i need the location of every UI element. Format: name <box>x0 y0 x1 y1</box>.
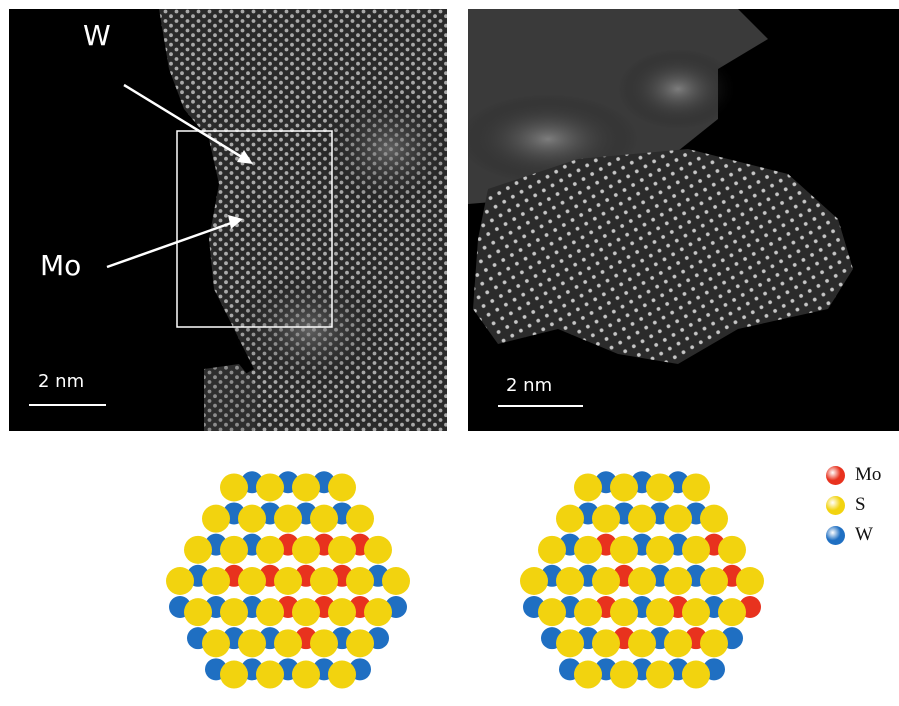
atomic-model-left <box>166 471 410 689</box>
stem-image-right: 2 nm <box>468 9 899 431</box>
s-atom <box>646 660 674 689</box>
scale-bar <box>498 405 583 407</box>
s-atom <box>292 598 320 627</box>
s-atom <box>220 598 248 627</box>
arrow-mo <box>106 220 235 269</box>
s-atom <box>328 598 356 627</box>
s-atom <box>592 567 620 595</box>
s-atom <box>220 473 248 502</box>
s-atom <box>520 567 548 595</box>
s-atom <box>628 629 656 658</box>
s-atom <box>382 567 410 595</box>
s-atom <box>274 504 302 533</box>
s-atom <box>238 504 266 533</box>
w-atom-icon <box>826 525 845 545</box>
s-atom <box>700 504 728 533</box>
annotation-mo: Mo <box>40 249 82 282</box>
inset-box <box>176 130 333 328</box>
legend: Mo S W <box>826 460 881 550</box>
s-atom <box>202 629 230 658</box>
s-atom <box>700 629 728 658</box>
s-atom <box>328 535 356 564</box>
s-atom <box>628 504 656 533</box>
s-atom <box>238 567 266 595</box>
stem-image-left-canvas <box>106 9 447 431</box>
scale-bar-label: 2 nm <box>506 375 553 396</box>
arrow-w <box>123 83 246 161</box>
s-atom <box>346 504 374 533</box>
stem-image-left: W Mo 2 nm <box>9 9 447 431</box>
annotation-w: W <box>83 19 111 52</box>
s-atom <box>574 473 602 502</box>
s-atom <box>682 535 710 564</box>
s-atom <box>328 660 356 689</box>
scale-bar-label: 2 nm <box>38 371 85 392</box>
s-atom <box>274 629 302 658</box>
s-atom <box>166 567 194 595</box>
s-atom <box>328 473 356 502</box>
s-atom <box>682 660 710 689</box>
s-atom <box>202 567 230 595</box>
s-atom <box>646 598 674 627</box>
s-atom <box>364 598 392 627</box>
s-atom <box>538 535 566 564</box>
s-atom <box>718 598 746 627</box>
s-atom <box>364 535 392 564</box>
s-atom <box>646 473 674 502</box>
s-atom <box>664 567 692 595</box>
s-atom <box>292 535 320 564</box>
s-atom <box>538 598 566 627</box>
s-atom <box>256 660 284 689</box>
s-atom <box>310 567 338 595</box>
s-atom <box>556 629 584 658</box>
s-atom <box>592 504 620 533</box>
s-atom <box>610 535 638 564</box>
s-atom <box>610 473 638 502</box>
s-atom <box>556 504 584 533</box>
s-atom <box>592 629 620 658</box>
s-atom <box>574 535 602 564</box>
s-atom <box>346 629 374 658</box>
s-atom <box>292 660 320 689</box>
s-atom <box>610 660 638 689</box>
s-atom <box>682 598 710 627</box>
s-atom <box>184 535 212 564</box>
s-atom <box>202 504 230 533</box>
s-atom <box>310 629 338 658</box>
s-atom <box>256 535 284 564</box>
atomic-model-right <box>520 471 764 689</box>
s-atom <box>610 598 638 627</box>
s-atom <box>556 567 584 595</box>
s-atom <box>220 535 248 564</box>
legend-item-mo: Mo <box>826 460 881 490</box>
s-atom-icon <box>826 495 845 515</box>
s-atom <box>256 473 284 502</box>
s-atom <box>292 473 320 502</box>
stem-image-right-canvas <box>468 9 853 364</box>
s-atom <box>346 567 374 595</box>
s-atom <box>646 535 674 564</box>
s-atom <box>310 504 338 533</box>
legend-item-s: S <box>826 490 881 520</box>
s-atom <box>736 567 764 595</box>
s-atom <box>238 629 266 658</box>
s-atom <box>184 598 212 627</box>
s-atom <box>628 567 656 595</box>
s-atom <box>718 535 746 564</box>
s-atom <box>274 567 302 595</box>
scale-bar <box>29 404 106 406</box>
s-atom <box>574 598 602 627</box>
s-atom <box>700 567 728 595</box>
mo-atom-icon <box>826 465 845 485</box>
s-atom <box>682 473 710 502</box>
s-atom <box>664 504 692 533</box>
s-atom <box>574 660 602 689</box>
legend-item-w: W <box>826 520 881 550</box>
s-atom <box>220 660 248 689</box>
s-atom <box>256 598 284 627</box>
s-atom <box>664 629 692 658</box>
